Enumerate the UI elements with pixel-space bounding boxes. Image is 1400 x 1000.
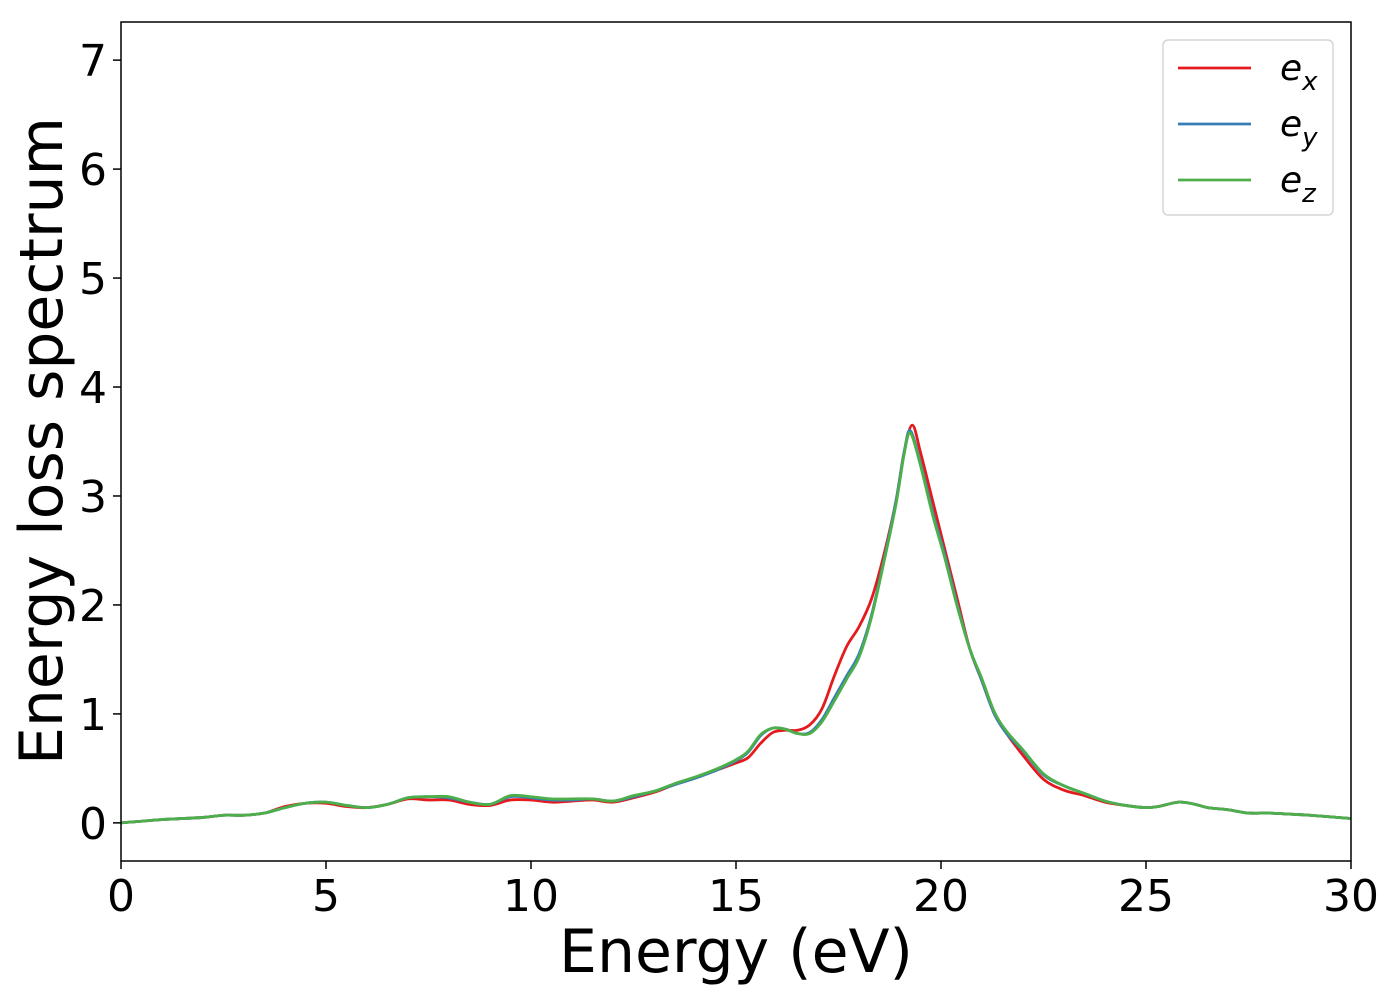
x-tick-label: 10	[503, 871, 559, 922]
x-tick-label: 0	[107, 871, 135, 922]
legend-label-x: ex	[1280, 48, 1318, 97]
y-tick-label: 7	[79, 36, 107, 87]
x-tick-label: 5	[312, 871, 340, 922]
legend-label-base: e	[1280, 160, 1302, 201]
legend-label-base: e	[1280, 48, 1302, 89]
series-line-z	[121, 431, 1351, 825]
y-tick-label: 1	[79, 690, 107, 741]
y-axis-ticks: 0 1 2 3 4 5 6 7	[79, 36, 121, 850]
y-tick-label: 3	[79, 472, 107, 523]
y-axis-title: Energy loss spectrum	[7, 117, 77, 765]
y-tick-label: 2	[79, 581, 107, 632]
y-tick-label: 5	[79, 254, 107, 305]
y-tick-label: 6	[79, 145, 107, 196]
legend-label-z: ez	[1280, 160, 1317, 209]
x-axis-ticks: 0 5 10 15 20 25 30	[107, 861, 1379, 922]
legend-label-subscript: z	[1301, 179, 1317, 209]
x-tick-label: 30	[1323, 871, 1379, 922]
legend-label-base: e	[1280, 104, 1302, 145]
legend-label-subscript: x	[1301, 67, 1318, 97]
series-layer	[121, 423, 1351, 825]
x-tick-label: 25	[1118, 871, 1174, 922]
x-axis-title: Energy (eV)	[559, 917, 913, 987]
series-line-x	[121, 423, 1351, 825]
x-tick-label: 15	[708, 871, 764, 922]
legend-label-y: ey	[1280, 104, 1318, 153]
legend-box	[1162, 39, 1334, 216]
y-tick-label: 0	[79, 799, 107, 850]
legend-label-subscript: y	[1301, 123, 1318, 153]
y-tick-label: 4	[79, 363, 107, 414]
x-tick-label: 20	[913, 871, 969, 922]
